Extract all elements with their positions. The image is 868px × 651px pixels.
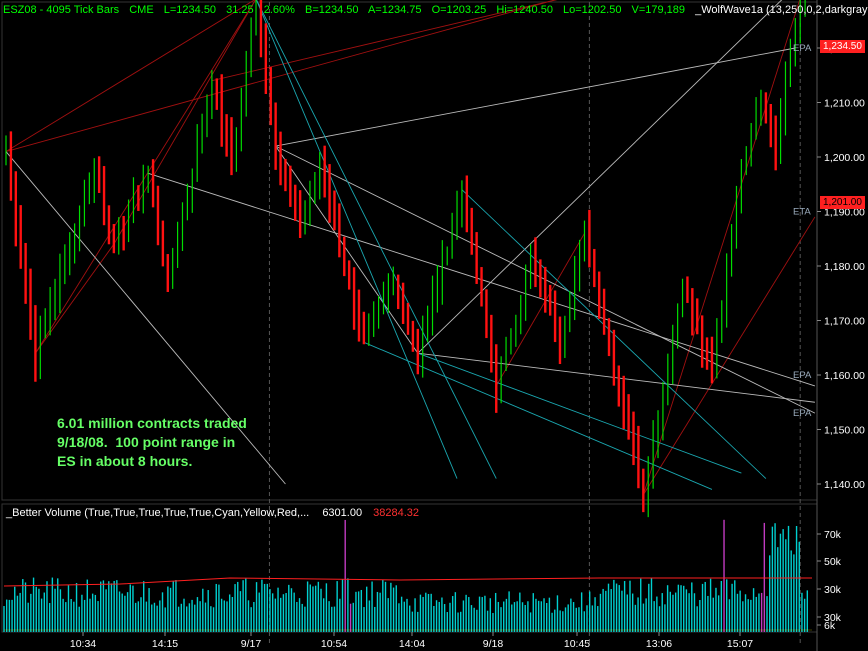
volume-value-2: 38284.32: [373, 507, 420, 519]
volume-study-label: _Better Volume (True,True,True,True,True…: [6, 507, 310, 519]
x-tick-label: 9/18: [483, 638, 504, 650]
high-label: Hi=1240.50: [496, 4, 553, 16]
open-label: O=1203.25: [431, 4, 487, 16]
cyan-trendline: [363, 341, 713, 490]
time-axis: 10:34 14:15 9/17 10:54 14:04 9/18 10:45 13:06 15…: [70, 632, 753, 650]
red-trendline: [642, 0, 801, 496]
red-trendline: [5, 0, 557, 152]
exchange-label: CME: [129, 4, 154, 16]
gray-trendline: [275, 145, 419, 354]
x-tick-label: 10:54: [321, 638, 347, 650]
vol-tick-label: 30k: [824, 584, 842, 596]
y-tick-label: 1,170.00: [824, 316, 865, 328]
x-tick-label: 10:45: [564, 638, 590, 650]
x-tick-label: 13:06: [646, 638, 672, 650]
wolfwave-lines: [5, 0, 816, 496]
vol-tick-label: 30k: [824, 612, 842, 624]
volume-ma-line: [3, 577, 812, 587]
red-trendline: [113, 0, 256, 245]
red-trendline: [5, 0, 256, 152]
price-bars: [5, 0, 806, 518]
low-label: Lo=1202.50: [563, 4, 622, 16]
x-tick-label: 10:34: [70, 638, 96, 650]
gray-trendline: [417, 0, 783, 354]
symbol-label: ESZ08 - 4095 Tick Bars: [3, 4, 120, 16]
last-price-tag: 1,234.50: [820, 40, 865, 53]
change-pct-label: 2.60%: [263, 4, 295, 16]
cyan-trendline: [255, 0, 458, 479]
volume-value-1: 6301.00: [322, 507, 363, 519]
bid-label: B=1234.50: [304, 4, 359, 16]
red-trendline: [35, 0, 256, 354]
x-tick-label: 15:07: [727, 638, 753, 650]
ask-label: A=1234.75: [367, 4, 422, 16]
y-tick-label: 1,230.00: [824, 0, 865, 1]
vol-tick-label: 6k: [824, 620, 836, 632]
chart-header: ESZ08 - 4095 Tick Bars CME L=1234.50 31.…: [3, 4, 868, 16]
y-tick-label: 1,210.00: [824, 98, 865, 110]
annotation-line-3: ES in about 8 hours.: [57, 453, 193, 469]
x-tick-label: 14:04: [399, 638, 425, 650]
wave-labels: EPAEPAETAEPAEPA: [793, 43, 812, 419]
annotation-line-2: 9/18/08. 100 point range in: [57, 434, 236, 450]
y-tick-label: 1,150.00: [824, 425, 865, 437]
annotation-line-1: 6.01 million contracts traded: [57, 415, 247, 431]
wave-label: EPA: [793, 408, 812, 419]
y-tick-label: 1,190.00: [824, 207, 865, 219]
open-price-tag: 1,201.00: [820, 196, 865, 209]
y-tick-label: 1,180.00: [824, 261, 865, 273]
red-trendline: [211, 0, 558, 82]
red-trendline: [642, 216, 816, 496]
y-tick-label: 1,140.00: [824, 479, 865, 491]
wave-label: EPA: [793, 370, 812, 381]
wave-label: EPA: [793, 43, 812, 54]
price-axis: 1,140.00 1,150.00 1,160.00 1,170.00 1,180.00…: [816, 0, 865, 651]
session-separators: [268, 2, 801, 644]
volume-panel: [3, 519, 812, 632]
x-tick-label: 9/17: [241, 638, 262, 650]
change-label: 31.25: [226, 4, 254, 16]
cyan-trendline: [256, 0, 497, 479]
last-label: L=1234.50: [163, 4, 217, 16]
gray-trendline: [417, 352, 815, 403]
volume-header: _Better Volume (True,True,True,True,True…: [6, 507, 419, 519]
volume-label: V=179,189: [631, 4, 686, 16]
red-trendline: [495, 233, 585, 387]
wave-label: ETA: [793, 207, 811, 218]
gray-trendline: [275, 47, 796, 147]
annotation-text: 6.01 million contracts traded 9/18/08. 10…: [57, 414, 247, 471]
vol-tick-label: 70k: [824, 529, 842, 541]
gray-trendline: [5, 151, 286, 485]
cyan-trendline: [417, 352, 742, 474]
y-tick-label: 1,160.00: [824, 370, 865, 382]
study-label: _WolfWave1a (13,250,0,2,darkgray: [695, 4, 868, 16]
price-grid: [1, 1, 818, 633]
vol-tick-label: 50k: [824, 556, 842, 568]
x-tick-label: 14:15: [152, 638, 178, 650]
y-tick-label: 1,200.00: [824, 152, 865, 164]
red-trendline: [35, 243, 115, 354]
